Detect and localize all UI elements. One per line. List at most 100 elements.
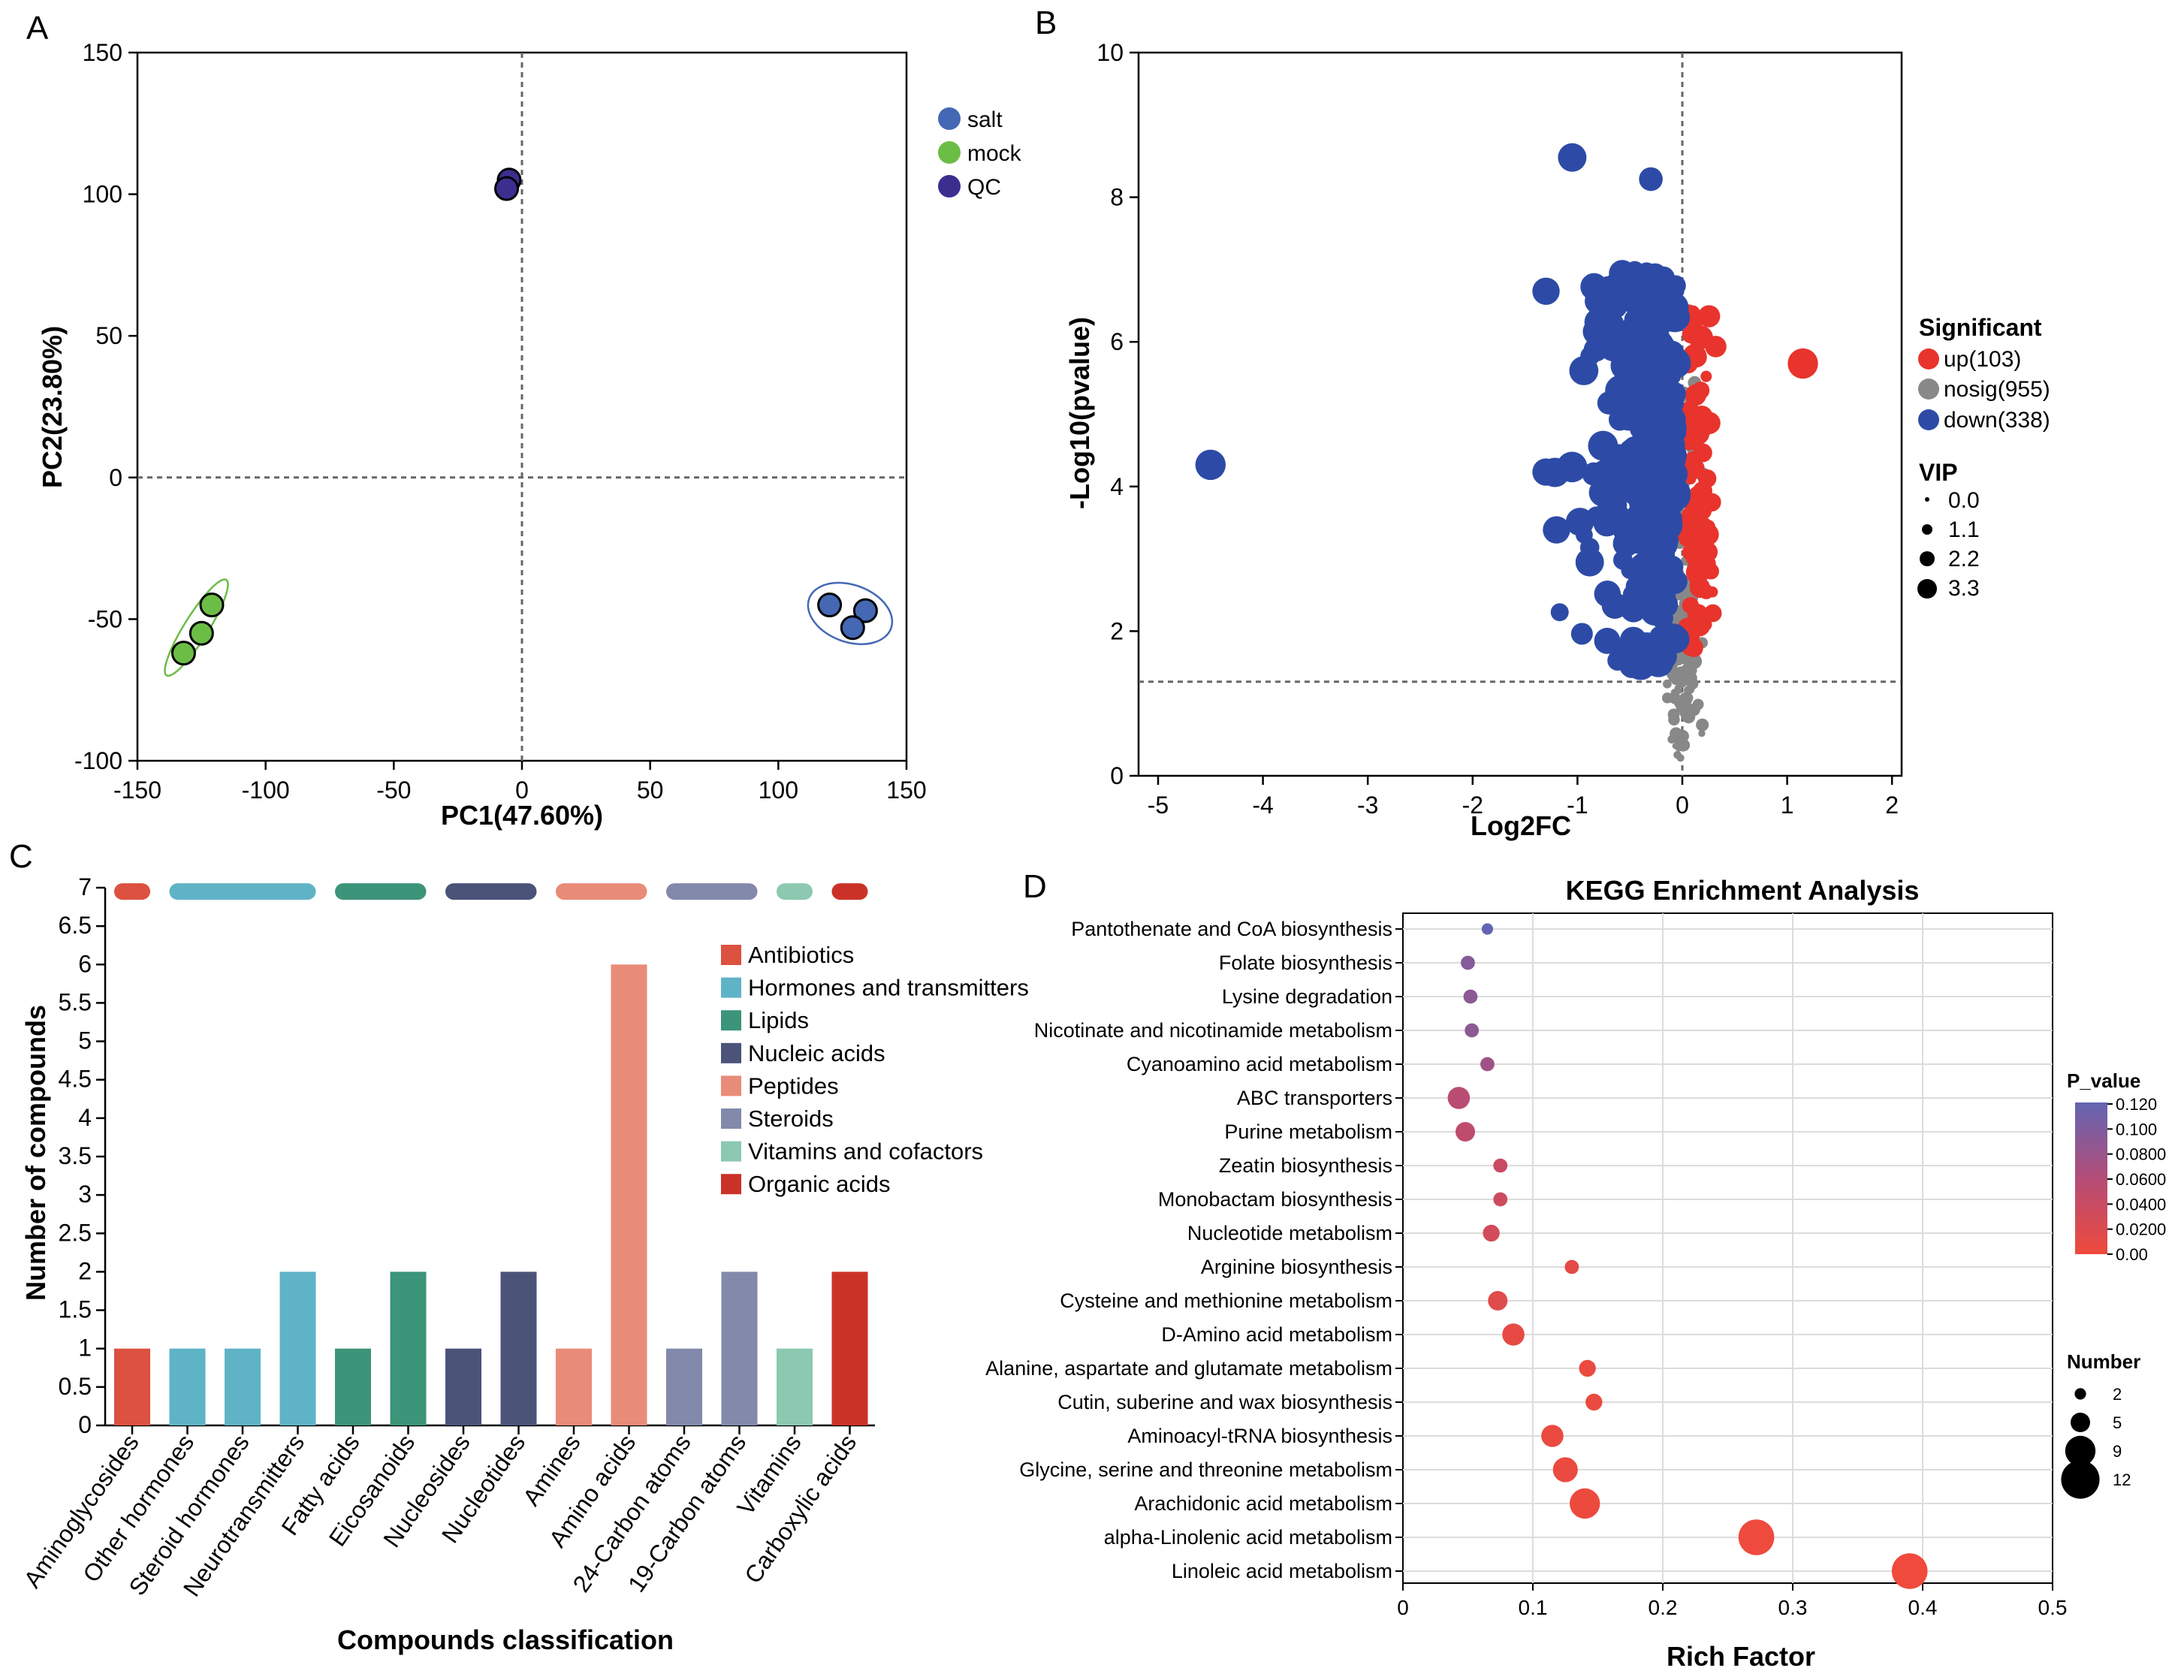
bar-24-carbon-atoms (666, 1348, 702, 1425)
vip-legend-label-3: 3.3 (1948, 576, 1980, 601)
pca-point-salt (840, 615, 865, 641)
kegg-axis-ticks: 0 0.1 0.2 0.3 0.4 0.5 Pantothenate and CoA bio… (985, 918, 2067, 1619)
vip-legend-marker-3 (1917, 579, 1937, 599)
panel-a-label: A (26, 10, 49, 47)
pathway-label: Lysine degradation (1222, 985, 1392, 1008)
number-legend-marker (2071, 1413, 2090, 1432)
volcano-point-nosig (1692, 698, 1704, 710)
legend-nosig-marker (1918, 379, 1939, 400)
pathway-point (1502, 1323, 1525, 1346)
kegg-points (1447, 923, 1928, 1589)
volcano-point-down (1556, 451, 1588, 483)
volcano-x-axis-label: Log2FC (1471, 810, 1571, 841)
volcano-point-nosig (1667, 734, 1676, 744)
number-legend: Number 2 5 9 12 (2061, 1350, 2140, 1499)
volcano-point-down (1647, 264, 1668, 285)
y-tick-label: 4 (78, 1104, 92, 1131)
pathway-point (1493, 1158, 1508, 1173)
legend-label-peptides: Peptides (748, 1072, 839, 1099)
y-tick-label: 0 (78, 1411, 92, 1438)
y-tick-label: 5 (78, 1027, 92, 1054)
vip-legend-label-2: 2.2 (1948, 547, 1980, 572)
bar-vitamins (777, 1348, 813, 1425)
y-tick-label: 4.5 (59, 1066, 92, 1093)
volcano-point-down (1650, 643, 1677, 670)
volcano-point-down (1652, 529, 1673, 550)
volcano-point-nosig (1676, 740, 1682, 746)
volcano-point-nosig (1696, 718, 1709, 731)
pathway-point (1552, 1457, 1578, 1482)
pathway-label: Nucleotide metabolism (1187, 1222, 1392, 1244)
pca-point-salt (817, 593, 843, 618)
pathway-label: alpha-Linolenic acid metabolism (1104, 1526, 1392, 1549)
legend-label-nucleic-acids: Nucleic acids (748, 1040, 885, 1066)
y-tick-label: 1 (78, 1335, 92, 1362)
volcano-point-nosig (1667, 708, 1680, 721)
y-tick-label: 1.5 (59, 1296, 92, 1323)
pca-points (164, 167, 894, 677)
number-legend-marker (2074, 1388, 2086, 1400)
x-tick-label: 0 (515, 777, 529, 804)
colorbar-tick-label: 0.0200 (2116, 1220, 2166, 1239)
pathway-label: Arachidonic acid metabolism (1134, 1492, 1392, 1515)
volcano-point-nosig (1663, 679, 1672, 689)
y-tick-label: 2.5 (59, 1219, 92, 1246)
group-header-organic-acids (831, 883, 868, 900)
volcano-point-up (1684, 550, 1697, 562)
y-tick-label: -50 (88, 605, 122, 632)
bar-neurotransmitters (279, 1271, 316, 1425)
volcano-point-up (1698, 584, 1714, 599)
volcano-point-nosig (1673, 750, 1682, 759)
legend-label-organic-acids: Organic acids (748, 1171, 891, 1197)
kegg-plot-frame (1402, 912, 2053, 1584)
volcano-point-up (1682, 433, 1698, 448)
x-tick-label: -150 (113, 777, 161, 804)
number-legend-items: 2 5 9 12 (2061, 1385, 2131, 1499)
pvalue-legend-title: P_value (2067, 1069, 2140, 1092)
volcano-point-down (1532, 458, 1560, 486)
bars (114, 883, 868, 1425)
volcano-point-up (1703, 604, 1722, 623)
volcano-point-up (1690, 333, 1708, 351)
bar-legend: Antibiotics Hormones and transmitters Lipi… (721, 942, 1029, 1197)
volcano-point-down (1665, 494, 1685, 514)
volcano-point-down (1594, 581, 1621, 608)
pca-point-mock (170, 641, 196, 666)
volcano-point-down (1642, 472, 1667, 498)
bar-eicosanoids (390, 1271, 427, 1425)
volcano-point-nosig (1684, 671, 1697, 685)
volcano-point-down (1612, 472, 1640, 499)
volcano-point-down (1532, 277, 1560, 305)
group-header-nucleic-acids (445, 883, 537, 900)
volcano-point-down (1582, 318, 1610, 345)
bar-fatty-acids (335, 1348, 371, 1425)
volcano-point-down (1628, 327, 1647, 346)
pathway-point (1891, 1553, 1928, 1589)
bar-steroid-hormones (225, 1348, 261, 1425)
y-tick-label: 7 (78, 873, 92, 900)
group-header-antibiotics (114, 883, 150, 900)
pathway-point (1483, 1224, 1500, 1242)
legend-swatch-hormones-and-transmitters (721, 977, 741, 998)
bar-other-hormones (169, 1348, 206, 1425)
panel-c-label: C (9, 838, 33, 875)
volcano-point-up (1682, 412, 1699, 429)
pathway-label: Cutin, suberine and wax biosynthesis (1057, 1391, 1392, 1413)
pca-plot: -150 -100 -50 0 50 100 150 -100 -50 0 50 100 150 PC1… (37, 39, 1022, 831)
y-tick-label: 2 (78, 1257, 92, 1284)
x-tick-label: -2 (1462, 792, 1483, 819)
kegg-x-axis-label: Rich Factor (1667, 1641, 1815, 1672)
pathway-label: Purine metabolism (1224, 1121, 1392, 1143)
pca-point-salt (852, 598, 878, 623)
x-tick-label: 150 (886, 777, 926, 804)
legend-swatch-vitamins-and-cofactors (721, 1141, 741, 1162)
legend-qc-marker (938, 175, 961, 198)
volcano-point-nosig (1676, 687, 1682, 695)
pathway-label: Alanine, aspartate and glutamate metabol… (985, 1357, 1392, 1380)
pathway-point (1447, 1087, 1471, 1109)
pca-y-axis-label: PC2(23.80%) (37, 326, 68, 488)
volcano-point-up (1705, 336, 1727, 357)
pathway-label: Aminoacyl-tRNA biosynthesis (1127, 1425, 1392, 1447)
legend-swatch-peptides (721, 1075, 741, 1096)
volcano-point-down (1558, 143, 1587, 172)
